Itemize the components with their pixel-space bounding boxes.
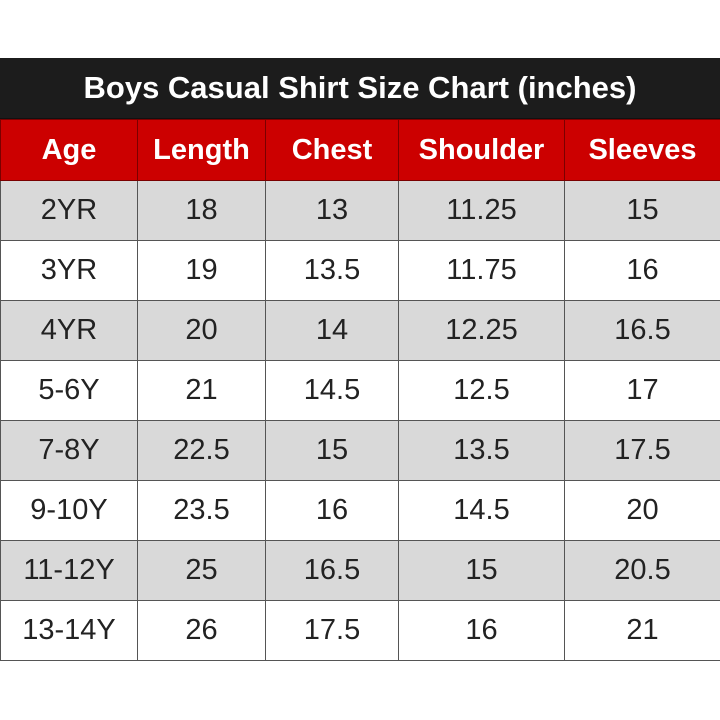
table-body: 2YR 18 13 11.25 15 3YR 19 13.5 11.75 16 4YR 20 14 12.…: [0, 180, 720, 661]
table-cell-sleeves: 17: [564, 360, 720, 421]
column-header-age: Age: [0, 119, 138, 181]
table-cell-shoulder: 14.5: [398, 480, 565, 541]
size-chart: Boys Casual Shirt Size Chart (inches) Ag…: [0, 58, 720, 661]
table-cell-shoulder: 12.25: [398, 300, 565, 361]
table-cell-sleeves: 16: [564, 240, 720, 301]
table-cell-age: 13-14Y: [0, 600, 138, 661]
table-cell-chest: 14.5: [265, 360, 399, 421]
table-row: 7-8Y 22.5 15 13.5 17.5: [0, 420, 720, 481]
table-cell-shoulder: 11.25: [398, 180, 565, 241]
table-cell-chest: 16.5: [265, 540, 399, 601]
table-row: 2YR 18 13 11.25 15: [0, 180, 720, 241]
column-header-sleeves: Sleeves: [564, 119, 720, 181]
table-cell-age: 9-10Y: [0, 480, 138, 541]
table-cell-sleeves: 20.5: [564, 540, 720, 601]
table-cell-length: 26: [137, 600, 266, 661]
table-cell-age: 2YR: [0, 180, 138, 241]
size-table: Age Length Chest Shoulder Sleeves 2YR 18 13 11.…: [0, 119, 720, 661]
table-cell-sleeves: 15: [564, 180, 720, 241]
table-cell-length: 25: [137, 540, 266, 601]
table-cell-length: 20: [137, 300, 266, 361]
table-row: 11-12Y 25 16.5 15 20.5: [0, 540, 720, 601]
table-cell-chest: 13: [265, 180, 399, 241]
table-cell-chest: 17.5: [265, 600, 399, 661]
table-cell-sleeves: 17.5: [564, 420, 720, 481]
table-cell-shoulder: 15: [398, 540, 565, 601]
table-cell-chest: 13.5: [265, 240, 399, 301]
table-cell-chest: 15: [265, 420, 399, 481]
table-row: 13-14Y 26 17.5 16 21: [0, 600, 720, 661]
column-header-shoulder: Shoulder: [398, 119, 565, 181]
column-header-length: Length: [137, 119, 266, 181]
table-cell-length: 22.5: [137, 420, 266, 481]
table-cell-sleeves: 21: [564, 600, 720, 661]
table-cell-length: 23.5: [137, 480, 266, 541]
header-row: Age Length Chest Shoulder Sleeves: [0, 119, 720, 181]
table-cell-length: 19: [137, 240, 266, 301]
table-cell-shoulder: 16: [398, 600, 565, 661]
table-cell-age: 4YR: [0, 300, 138, 361]
table-cell-age: 7-8Y: [0, 420, 138, 481]
table-cell-shoulder: 11.75: [398, 240, 565, 301]
column-header-chest: Chest: [265, 119, 399, 181]
table-row: 3YR 19 13.5 11.75 16: [0, 240, 720, 301]
table-row: 4YR 20 14 12.25 16.5: [0, 300, 720, 361]
table-cell-age: 3YR: [0, 240, 138, 301]
table-row: 9-10Y 23.5 16 14.5 20: [0, 480, 720, 541]
table-cell-shoulder: 12.5: [398, 360, 565, 421]
table-cell-chest: 14: [265, 300, 399, 361]
table-cell-sleeves: 20: [564, 480, 720, 541]
table-cell-shoulder: 13.5: [398, 420, 565, 481]
chart-title: Boys Casual Shirt Size Chart (inches): [0, 58, 720, 119]
table-cell-length: 21: [137, 360, 266, 421]
table-cell-chest: 16: [265, 480, 399, 541]
table-cell-length: 18: [137, 180, 266, 241]
table-cell-age: 5-6Y: [0, 360, 138, 421]
table-cell-sleeves: 16.5: [564, 300, 720, 361]
table-cell-age: 11-12Y: [0, 540, 138, 601]
table-row: 5-6Y 21 14.5 12.5 17: [0, 360, 720, 421]
